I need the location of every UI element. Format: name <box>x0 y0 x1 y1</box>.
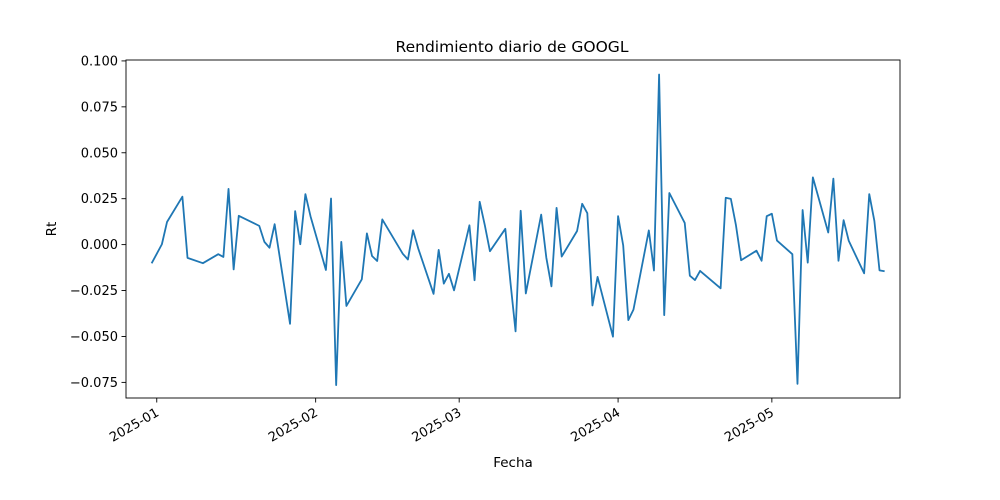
x-tick-label: 2025-04 <box>569 405 624 445</box>
plot-frame <box>125 59 901 399</box>
series-line-0 <box>150 73 885 387</box>
x-axis-label: Fecha <box>493 455 533 471</box>
x-tick-label: 2025-02 <box>266 405 321 445</box>
y-tick-label: −0.075 <box>70 376 118 391</box>
y-axis: −0.075 −0.050 −0.025 0.000 0.025 0.050 0.075 0.… <box>70 54 126 391</box>
y-tick-label: 0.025 <box>81 192 118 207</box>
y-tick-label: 0.100 <box>81 54 118 69</box>
chart-title: Rendimiento diario de GOOGL <box>396 38 629 56</box>
y-tick-label: 0.050 <box>81 146 118 161</box>
y-tick-label: 0.075 <box>81 100 118 115</box>
y-tick-label: −0.050 <box>70 330 118 345</box>
plot-area <box>150 73 885 387</box>
y-tick-label: 0.000 <box>81 238 118 253</box>
x-tick-label: 2025-03 <box>410 405 465 445</box>
x-tick-label: 2025-05 <box>722 405 777 445</box>
x-tick-label: 2025-01 <box>107 405 162 445</box>
y-axis-label: Rt <box>44 222 60 237</box>
x-axis: 2025-01 2025-02 2025-03 2025-04 2025-05 <box>107 398 777 446</box>
y-tick-label: −0.025 <box>70 284 118 299</box>
